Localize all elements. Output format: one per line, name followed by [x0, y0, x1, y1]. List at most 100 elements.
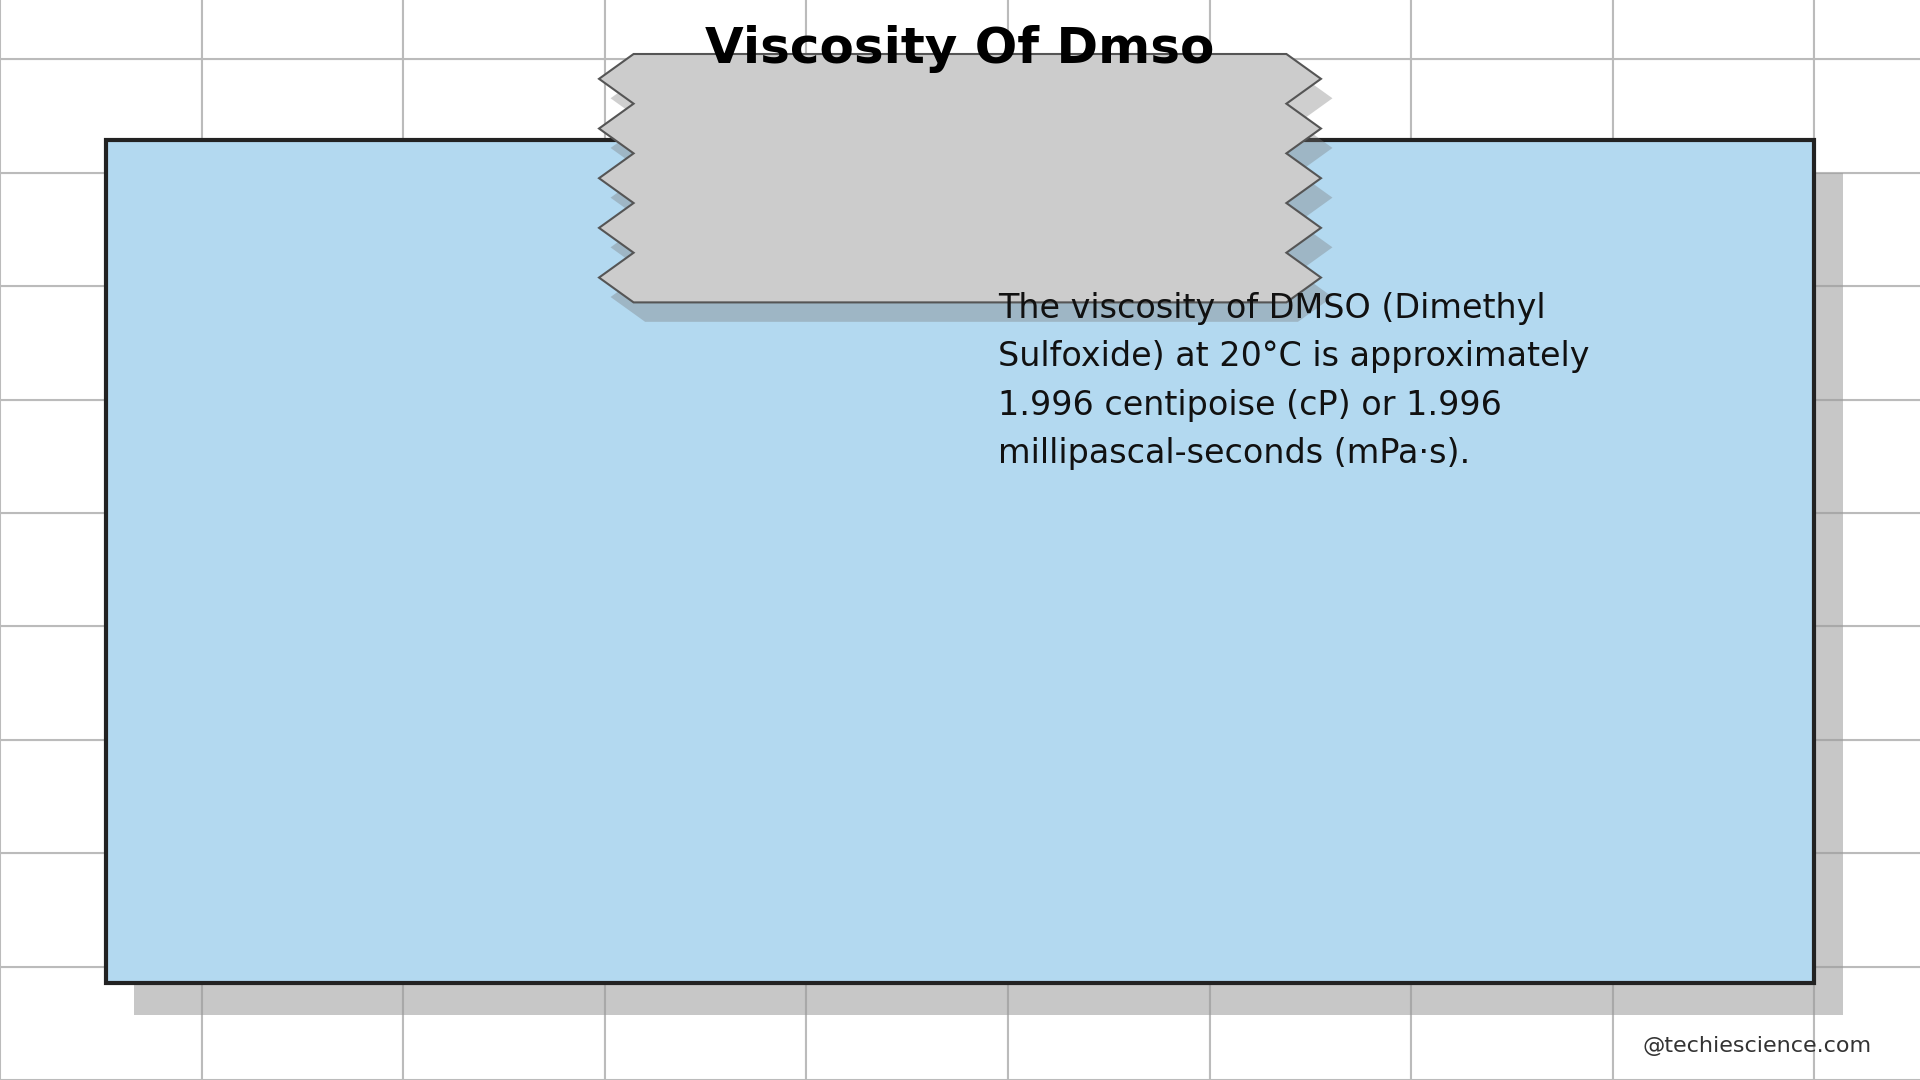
Bar: [0, 967, 202, 1080]
Bar: [1210, 0, 1411, 59]
Bar: [1210, 740, 1411, 853]
Bar: [1613, 59, 1814, 173]
Bar: [1814, 286, 1920, 400]
Bar: [605, 967, 806, 1080]
Bar: [403, 173, 605, 286]
Bar: [0, 59, 202, 173]
Bar: [1008, 173, 1210, 286]
Bar: [1613, 853, 1814, 967]
Bar: [202, 59, 403, 173]
Bar: [202, 400, 403, 513]
Bar: [1613, 967, 1814, 1080]
Bar: [0, 626, 202, 740]
Bar: [1613, 173, 1814, 286]
Bar: [1814, 0, 1920, 59]
Bar: [1210, 400, 1411, 513]
Bar: [202, 0, 403, 59]
Bar: [0, 0, 202, 59]
Bar: [1008, 0, 1210, 59]
Bar: [1613, 740, 1814, 853]
Bar: [605, 400, 806, 513]
Bar: [806, 853, 1008, 967]
Bar: [1008, 59, 1210, 173]
Bar: [1814, 740, 1920, 853]
Bar: [1814, 967, 1920, 1080]
Bar: [1613, 513, 1814, 626]
Bar: [605, 59, 806, 173]
Bar: [605, 853, 806, 967]
Bar: [1210, 853, 1411, 967]
Bar: [1814, 853, 1920, 967]
Bar: [0, 513, 202, 626]
Bar: [1210, 286, 1411, 400]
Bar: [1411, 59, 1613, 173]
Bar: [1411, 286, 1613, 400]
Bar: [403, 400, 605, 513]
Bar: [806, 173, 1008, 286]
Text: @techiescience.com: @techiescience.com: [1644, 1036, 1872, 1056]
Bar: [403, 513, 605, 626]
Bar: [1210, 513, 1411, 626]
Bar: [605, 173, 806, 286]
Bar: [1008, 513, 1210, 626]
Bar: [403, 967, 605, 1080]
Bar: [0, 400, 202, 513]
Bar: [605, 513, 806, 626]
Bar: [0, 173, 202, 286]
Bar: [202, 967, 403, 1080]
Bar: [806, 286, 1008, 400]
Bar: [1411, 173, 1613, 286]
Bar: [1008, 400, 1210, 513]
Bar: [605, 0, 806, 59]
Bar: [605, 286, 806, 400]
Bar: [605, 740, 806, 853]
Bar: [403, 740, 605, 853]
Bar: [134, 173, 1843, 1015]
Bar: [1411, 740, 1613, 853]
Bar: [806, 967, 1008, 1080]
Bar: [1411, 626, 1613, 740]
Bar: [1008, 286, 1210, 400]
Bar: [806, 626, 1008, 740]
Text: Viscosity Of Dmso: Viscosity Of Dmso: [705, 25, 1215, 72]
Bar: [1210, 173, 1411, 286]
Polygon shape: [599, 54, 1321, 302]
Bar: [1008, 626, 1210, 740]
Polygon shape: [611, 73, 1332, 322]
Bar: [1210, 59, 1411, 173]
Bar: [1814, 173, 1920, 286]
Bar: [1814, 626, 1920, 740]
Bar: [403, 59, 605, 173]
Bar: [1814, 59, 1920, 173]
Bar: [605, 626, 806, 740]
Bar: [1411, 853, 1613, 967]
Bar: [1613, 286, 1814, 400]
Bar: [806, 0, 1008, 59]
Bar: [0, 286, 202, 400]
Bar: [1814, 400, 1920, 513]
Bar: [1613, 0, 1814, 59]
Bar: [1613, 626, 1814, 740]
Bar: [202, 853, 403, 967]
Bar: [202, 513, 403, 626]
Bar: [1411, 967, 1613, 1080]
Bar: [1613, 400, 1814, 513]
Bar: [1814, 513, 1920, 626]
Bar: [202, 740, 403, 853]
Bar: [806, 740, 1008, 853]
Bar: [1008, 967, 1210, 1080]
Bar: [1411, 0, 1613, 59]
Text: The viscosity of DMSO (Dimethyl
Sulfoxide) at 20°C is approximately
1.996 centip: The viscosity of DMSO (Dimethyl Sulfoxid…: [998, 292, 1590, 471]
Bar: [1411, 400, 1613, 513]
Bar: [106, 140, 1814, 983]
Bar: [403, 0, 605, 59]
Bar: [1210, 967, 1411, 1080]
Bar: [1008, 853, 1210, 967]
Bar: [1210, 626, 1411, 740]
Bar: [0, 853, 202, 967]
Bar: [202, 173, 403, 286]
Bar: [1411, 513, 1613, 626]
Bar: [1008, 740, 1210, 853]
Bar: [806, 59, 1008, 173]
Bar: [0, 740, 202, 853]
